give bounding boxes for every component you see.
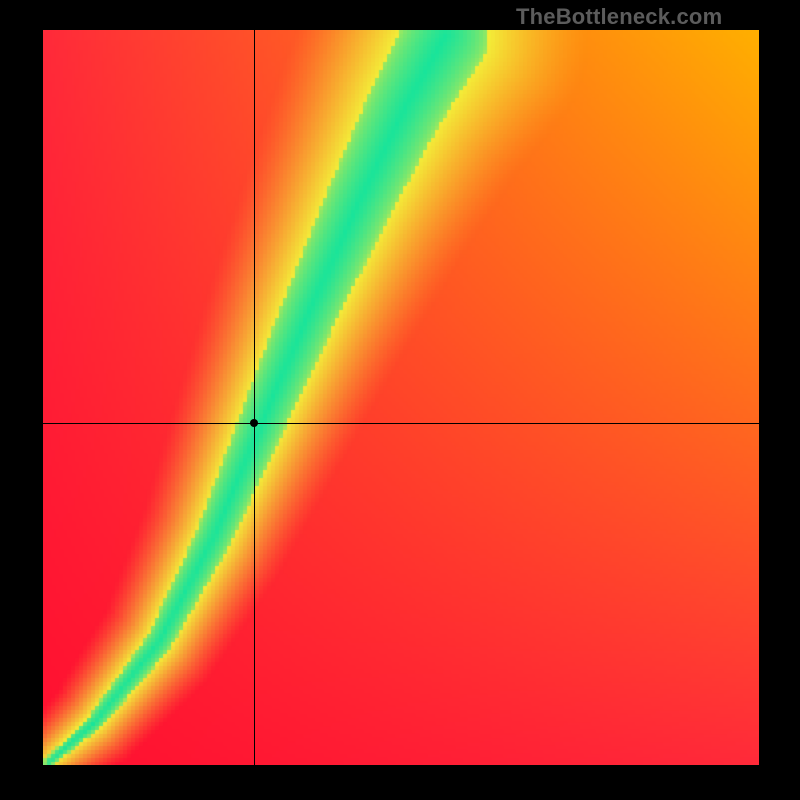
watermark-text: TheBottleneck.com	[516, 4, 722, 30]
frame-right	[759, 30, 800, 765]
frame-left	[0, 30, 43, 765]
crosshair-horizontal	[43, 423, 759, 424]
bottleneck-heatmap	[43, 30, 759, 765]
frame-bottom	[0, 765, 800, 800]
crosshair-vertical	[254, 30, 255, 765]
